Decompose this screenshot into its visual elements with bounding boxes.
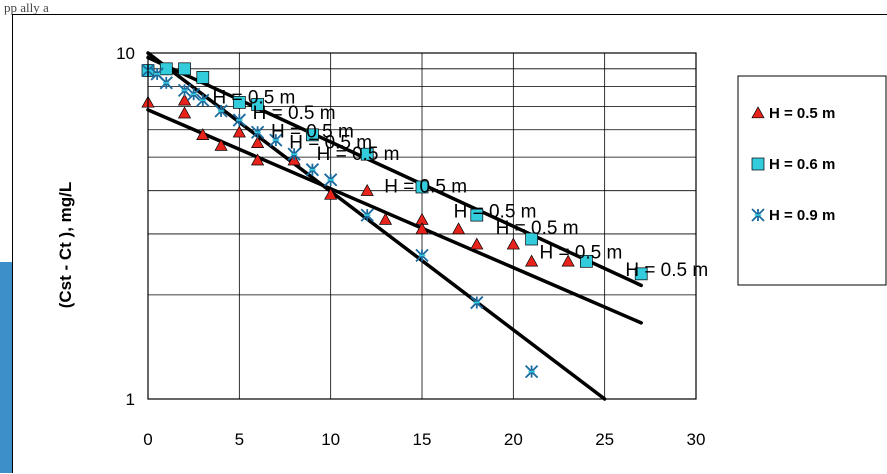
star-marker [287,147,301,161]
x-tick-label: 20 [504,430,523,449]
triangle-marker [196,128,210,141]
square-marker [232,96,246,109]
star-marker [159,76,173,90]
y-tick-label: 1 [126,390,135,409]
square-marker [360,147,374,161]
point-annotation: H = 0.5 m [289,132,372,153]
fit-line [146,55,643,288]
y-axis-title: (Cst - Ct ), mg/L [56,182,75,309]
triangle-marker [525,254,539,267]
point-annotation: H = 0.5 m [496,218,579,239]
square-marker [634,267,648,281]
point-annotation: H = 0.5 m [271,121,354,142]
point-annotation: H = 0.5 m [539,242,622,263]
triangle-marker [251,136,265,148]
legend-label: H = 0.5 m [769,105,835,122]
left-edge-strip [0,262,14,473]
plot-area-border [147,52,697,400]
legend-label: H = 0.6 m [769,156,835,173]
star-marker [250,125,265,139]
star-marker [187,87,201,101]
star-marker [524,364,539,379]
square-marker [251,98,264,111]
x-tick-label: 25 [595,430,614,449]
point-labels: H = 0.5 mH = 0.5 mH = 0.5 mH = 0.5 mH = … [212,87,708,280]
star-marker [305,163,320,177]
x-tick-label: 0 [143,430,152,449]
triangle-marker [470,237,484,250]
legend-box [737,75,887,286]
legend-label: H = 0.9 m [769,207,835,224]
triangle-marker [251,153,265,166]
square-marker [751,157,765,171]
point-annotation: H = 0.5 m [454,201,537,222]
star-marker [196,93,210,107]
triangle-marker [232,125,246,138]
star-marker [177,83,192,97]
triangle-marker [177,106,192,119]
square-marker [415,180,429,194]
chart-svg: H = 0.5 mH = 0.5 mH = 0.5 mH = 0.5 mH = … [56,44,887,449]
x-tick-label: 15 [413,430,432,449]
square-marker [196,71,210,84]
triangle-marker [214,138,228,151]
legend: H = 0.5 m H = 0.6 m H = 0.9 m [737,75,887,286]
star-marker [324,173,338,187]
star-marker [269,133,283,147]
star-marker [360,208,374,222]
triangle-marker [378,212,393,225]
tick-labels: 0 5 10 15 20 25 30 1 10 [116,44,705,449]
triangle-marker [561,254,575,267]
triangle-marker [451,222,466,235]
data-markers [141,62,648,379]
point-annotation: H = 0.5 m [625,260,708,281]
star-marker [415,248,429,263]
x-tick-label: 10 [321,430,340,449]
triangle-marker [360,183,374,196]
legend-items: H = 0.5 m H = 0.6 m H = 0.9 m [751,105,835,224]
fit-line [146,108,643,325]
square-marker [159,62,173,76]
square-marker [470,208,484,222]
point-annotation: H = 0.5 m [212,87,295,108]
point-annotation: H = 0.5 m [253,103,336,124]
y-tick-label: 10 [116,44,135,63]
triangle-marker [751,106,765,119]
triangle-marker [506,237,520,250]
star-marker [214,104,228,118]
triangle-marker [415,222,429,235]
point-annotation: H = 0.5 m [384,177,467,198]
x-tick-label: 30 [687,430,706,449]
star-marker [470,295,484,310]
square-marker [580,254,593,268]
point-annotation: H = 0.5 m [317,144,400,165]
star-marker [232,113,246,127]
square-marker [525,232,538,246]
top-text-fragment: pp ally a [4,0,49,15]
square-marker [178,62,191,76]
x-tick-label: 5 [235,430,244,449]
triangle-marker [324,187,338,200]
star-marker [751,208,765,222]
square-marker [306,128,319,142]
